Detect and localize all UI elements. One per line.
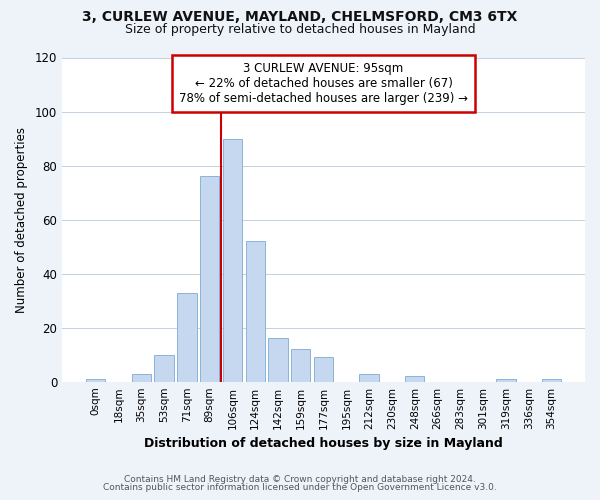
Bar — [131, 374, 151, 382]
Text: Contains public sector information licensed under the Open Government Licence v3: Contains public sector information licen… — [103, 483, 497, 492]
Bar — [268, 338, 287, 382]
Bar — [223, 138, 242, 382]
Y-axis label: Number of detached properties: Number of detached properties — [15, 126, 28, 312]
Bar — [154, 354, 174, 382]
Text: 3, CURLEW AVENUE, MAYLAND, CHELMSFORD, CM3 6TX: 3, CURLEW AVENUE, MAYLAND, CHELMSFORD, C… — [82, 10, 518, 24]
X-axis label: Distribution of detached houses by size in Mayland: Distribution of detached houses by size … — [144, 437, 503, 450]
Bar — [542, 379, 561, 382]
Bar — [314, 358, 333, 382]
Bar — [245, 241, 265, 382]
Bar — [405, 376, 424, 382]
Bar — [86, 379, 106, 382]
Bar — [200, 176, 219, 382]
Bar — [496, 379, 515, 382]
Bar — [177, 292, 197, 382]
Bar — [359, 374, 379, 382]
Text: Contains HM Land Registry data © Crown copyright and database right 2024.: Contains HM Land Registry data © Crown c… — [124, 474, 476, 484]
Text: Size of property relative to detached houses in Mayland: Size of property relative to detached ho… — [125, 22, 475, 36]
Bar — [291, 350, 310, 382]
Text: 3 CURLEW AVENUE: 95sqm
← 22% of detached houses are smaller (67)
78% of semi-det: 3 CURLEW AVENUE: 95sqm ← 22% of detached… — [179, 62, 468, 106]
